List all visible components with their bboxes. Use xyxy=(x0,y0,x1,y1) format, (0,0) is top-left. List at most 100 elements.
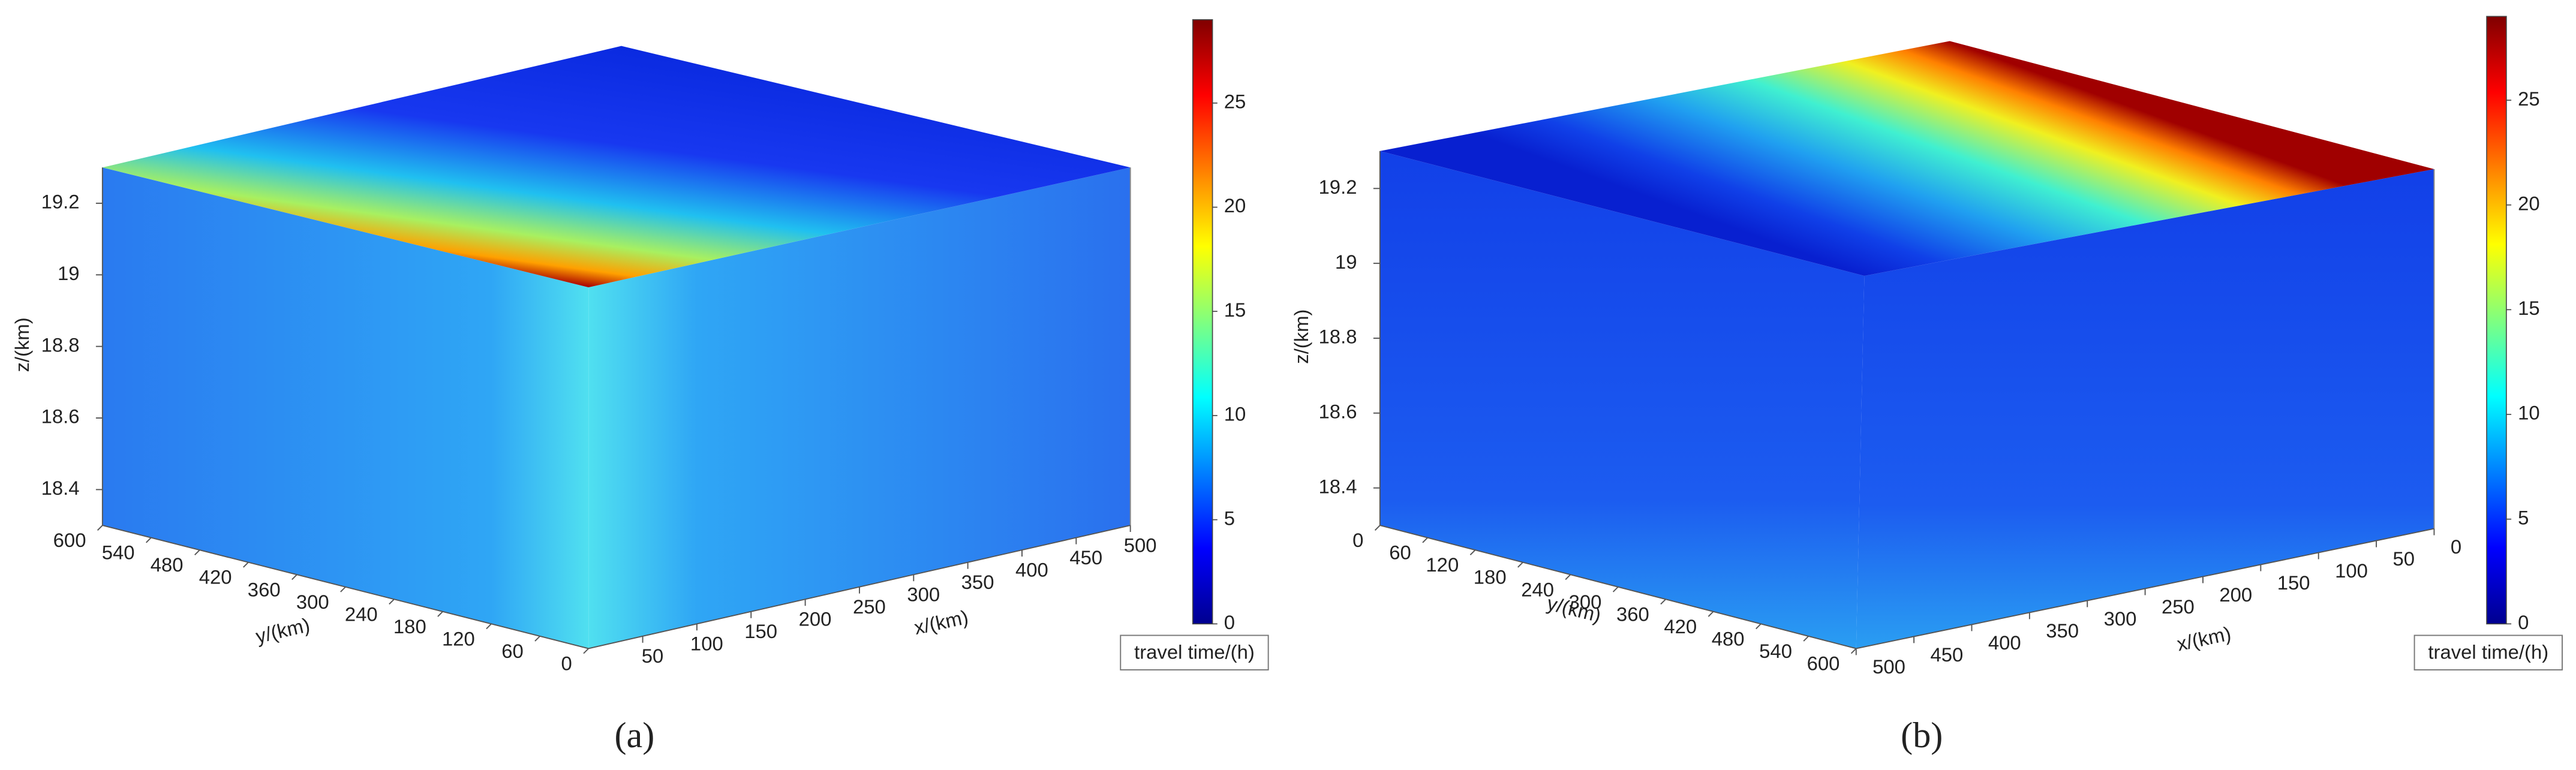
colorbar-tick-label: 25 xyxy=(1224,90,1246,112)
z-tick-label: 19.2 xyxy=(1319,176,1357,198)
top-face xyxy=(1379,41,2434,276)
y-tick-label: 360 xyxy=(248,578,281,600)
x-tick-label: 400 xyxy=(1015,558,1048,580)
colorbar-tick-label: 20 xyxy=(2518,192,2540,214)
x-tick-label: 250 xyxy=(853,595,886,618)
z-tick-label: 18.6 xyxy=(1319,400,1357,422)
y-tick xyxy=(389,598,395,605)
x-tick-label: 100 xyxy=(2335,560,2368,582)
y-tick xyxy=(1708,611,1714,617)
y-tick-label: 600 xyxy=(53,529,86,551)
y-tick xyxy=(437,611,443,617)
y-tick-label: 360 xyxy=(1616,603,1649,625)
y-tick xyxy=(486,623,492,630)
side-face xyxy=(102,167,589,649)
x-tick-label: 450 xyxy=(1069,546,1102,569)
y-tick-label: 180 xyxy=(1474,566,1507,588)
y-tick xyxy=(1422,537,1428,543)
panel-label: (a) xyxy=(614,715,654,756)
y-tick xyxy=(194,549,200,556)
colorbar-label: travel time/(h) xyxy=(2428,640,2548,663)
y-tick xyxy=(1850,648,1857,654)
y-tick-label: 240 xyxy=(1521,578,1554,600)
x-tick-label: 500 xyxy=(1872,655,1905,678)
panel-a-surface xyxy=(102,46,1131,649)
x-tick-label: 200 xyxy=(2219,583,2252,606)
y-tick-label: 540 xyxy=(1759,640,1792,662)
y-tick xyxy=(97,525,103,531)
x-tick-label: 400 xyxy=(1988,631,2021,654)
side-face xyxy=(1856,169,2434,649)
y-tick xyxy=(1565,574,1571,580)
y-tick-label: 120 xyxy=(442,627,475,649)
y-tick-label: 60 xyxy=(501,640,524,662)
side-face xyxy=(1379,151,1865,649)
x-tick-label: 450 xyxy=(1931,643,1964,666)
x-tick-label: 350 xyxy=(961,571,994,593)
x-tick-label: 300 xyxy=(907,583,940,605)
z-tick-label: 19 xyxy=(1335,251,1357,273)
colorbar-tick-label: 20 xyxy=(1224,194,1246,216)
colorbar-tick-label: 15 xyxy=(2518,297,2540,319)
panel-label: (b) xyxy=(1901,715,1943,756)
colorbar-tick-label: 25 xyxy=(2518,88,2540,110)
axis-label: x/(km) xyxy=(912,606,970,639)
y-tick xyxy=(583,648,589,654)
x-tick-label: 50 xyxy=(2392,548,2415,570)
y-tick xyxy=(145,537,152,543)
y-tick-label: 480 xyxy=(1712,627,1745,649)
y-tick xyxy=(1756,623,1762,630)
y-tick-label: 0 xyxy=(1352,529,1363,551)
z-tick-label: 18.8 xyxy=(1319,326,1357,348)
y-tick xyxy=(1612,586,1619,592)
x-tick-label: 150 xyxy=(744,620,777,642)
y-tick-label: 180 xyxy=(393,615,426,637)
x-tick-label: 200 xyxy=(799,608,832,630)
colorbar xyxy=(2486,16,2507,625)
y-tick-label: 540 xyxy=(102,542,135,564)
panel-b-surface xyxy=(1379,41,2435,649)
y-tick-label: 60 xyxy=(1389,542,1411,564)
colorbar-label-box xyxy=(2413,634,2563,670)
side-face xyxy=(588,167,1131,649)
top-face xyxy=(102,46,1131,288)
y-tick-label: 420 xyxy=(1664,615,1697,637)
y-tick-label: 300 xyxy=(1569,591,1602,613)
y-tick-label: 0 xyxy=(561,652,572,674)
y-tick xyxy=(340,586,346,592)
x-tick-label: 50 xyxy=(642,645,664,667)
x-tick-label: 350 xyxy=(2046,619,2079,642)
z-tick-label: 18.4 xyxy=(41,477,80,499)
y-tick xyxy=(1517,561,1523,568)
axis-label: x/(km) xyxy=(2175,622,2233,655)
y-tick xyxy=(243,561,249,568)
y-tick-label: 240 xyxy=(345,603,378,625)
z-tick-label: 19 xyxy=(58,262,80,284)
colorbar-label-box xyxy=(1120,634,1269,670)
y-tick xyxy=(1660,598,1666,605)
x-tick-label: 100 xyxy=(690,633,723,655)
axis-label: y/(km) xyxy=(254,613,312,648)
colorbar-tick-label: 0 xyxy=(2518,611,2529,633)
z-tick-label: 19.2 xyxy=(41,191,80,213)
x-tick-label: 150 xyxy=(2277,572,2310,594)
colorbar-tick-label: 15 xyxy=(1224,299,1246,321)
x-tick-label: 0 xyxy=(2451,536,2461,558)
colorbar xyxy=(1192,19,1213,625)
y-tick xyxy=(291,574,297,580)
colorbar-tick-label: 10 xyxy=(2518,402,2540,424)
y-tick xyxy=(1374,525,1381,531)
x-tick-label: 300 xyxy=(2104,607,2137,630)
x-tick-label: 500 xyxy=(1124,534,1157,556)
y-tick-label: 300 xyxy=(296,591,329,613)
colorbar-tick-label: 5 xyxy=(1224,507,1235,529)
z-tick-label: 18.4 xyxy=(1319,475,1357,497)
colorbar-tick-label: 5 xyxy=(2518,506,2529,528)
y-tick-label: 420 xyxy=(199,566,232,588)
axis-label: z/(km) xyxy=(11,317,33,372)
x-tick-label: 250 xyxy=(2162,595,2195,618)
axis-label: z/(km) xyxy=(1290,309,1312,364)
y-tick-label: 480 xyxy=(151,554,184,576)
colorbar-tick-label: 10 xyxy=(1224,403,1246,425)
